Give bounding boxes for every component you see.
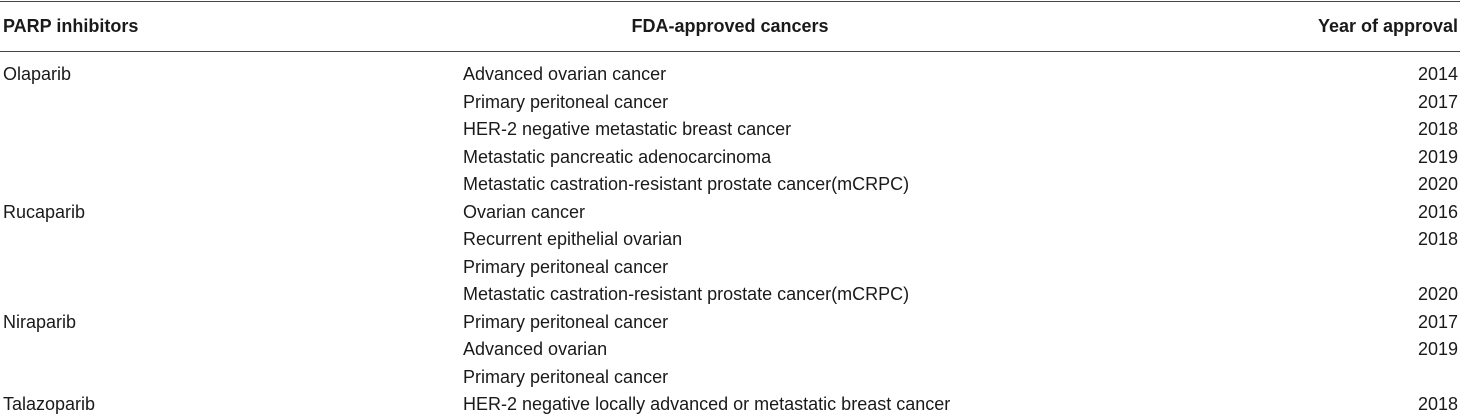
table-row: Recurrent epithelial ovarian 2018 <box>0 227 1460 255</box>
cancer-cell: Metastatic castration-resistant prostate… <box>463 174 910 194</box>
inhibitor-cell: Talazoparib <box>3 394 96 414</box>
year-cell: 2020 <box>1417 284 1458 304</box>
table-header-row: PARP inhibitors FDA-approved cancers Yea… <box>0 0 1460 52</box>
year-cell: 2019 <box>1417 146 1458 167</box>
year-cell: 2017 <box>1417 91 1458 112</box>
cancer-cell: Recurrent epithelial ovarian <box>463 229 683 249</box>
table-row: Advanced ovarian 2019 <box>0 337 1460 365</box>
inhibitor-cell: Niraparib <box>3 311 77 332</box>
cancer-cell: Primary peritoneal cancer <box>463 311 669 332</box>
year-cell: 2018 <box>1417 119 1458 139</box>
year-cell: 2017 <box>1417 311 1458 332</box>
table-row: Primary peritoneal cancer <box>0 365 1460 393</box>
cancer-cell: Primary peritoneal cancer <box>463 256 669 277</box>
header-parp-inhibitors: PARP inhibitors <box>3 16 139 36</box>
table-row: Primary peritoneal cancer 2017 <box>0 90 1460 118</box>
year-cell: 2019 <box>1417 339 1458 359</box>
inhibitor-cell: Olaparib <box>3 64 72 84</box>
year-cell: 2018 <box>1417 394 1458 414</box>
header-fda-approved-cancers: FDA-approved cancers <box>631 16 829 36</box>
header-year-of-approval: Year of approval <box>1317 16 1458 36</box>
cancer-cell: Advanced ovarian <box>463 339 608 359</box>
cancer-cell: Metastatic castration-resistant prostate… <box>463 284 910 304</box>
year-cell: 2014 <box>1417 64 1458 84</box>
table-row: Niraparib Primary peritoneal cancer 2017 <box>0 310 1460 338</box>
cancer-cell: HER-2 negative metastatic breast cancer <box>463 119 792 139</box>
table-header-rule <box>0 51 1460 52</box>
table-row: Olaparib Advanced ovarian cancer 2014 <box>0 62 1460 90</box>
table-top-rule <box>0 1 1460 2</box>
year-cell: 2020 <box>1417 174 1458 194</box>
cancer-cell: Metastatic pancreatic adenocarcinoma <box>463 146 772 167</box>
cancer-cell: Primary peritoneal cancer <box>463 91 669 112</box>
table-row: HER-2 negative metastatic breast cancer … <box>0 117 1460 145</box>
cancer-cell: HER-2 negative locally advanced or metas… <box>463 394 951 414</box>
cancer-cell: Advanced ovarian cancer <box>463 64 667 84</box>
cancer-cell: Ovarian cancer <box>463 201 586 222</box>
table-body: Olaparib Advanced ovarian cancer 2014 Pr… <box>0 62 1460 420</box>
table-row: Rucaparib Ovarian cancer 2016 <box>0 200 1460 228</box>
year-cell: 2018 <box>1417 229 1458 249</box>
table-row: Metastatic castration-resistant prostate… <box>0 282 1460 310</box>
table-row: Talazoparib HER-2 negative locally advan… <box>0 392 1460 420</box>
cancer-cell: Primary peritoneal cancer <box>463 366 669 387</box>
table-row: Primary peritoneal cancer <box>0 255 1460 283</box>
table-row: Metastatic pancreatic adenocarcinoma 201… <box>0 145 1460 173</box>
table-row: Metastatic castration-resistant prostate… <box>0 172 1460 200</box>
inhibitor-cell: Rucaparib <box>3 201 86 222</box>
year-cell: 2016 <box>1417 201 1458 222</box>
